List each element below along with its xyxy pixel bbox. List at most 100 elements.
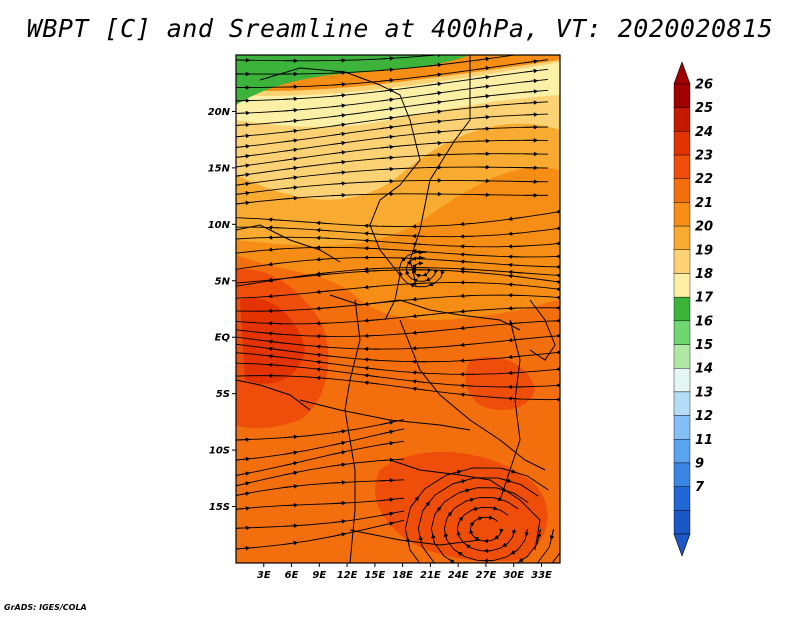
stream-arrow [401, 257, 407, 263]
stream-arrow [427, 90, 443, 96]
stream-arrow [474, 536, 480, 542]
stream-arrow [459, 342, 475, 348]
colorbar-label: 17 [695, 291, 714, 306]
lat-label: 5N [215, 276, 231, 287]
lon-label: 12E [337, 570, 358, 581]
colorbar: 26 25 24 23 22 21 20 19 18 17 16 15 14 13 12 11 9 7 [673, 61, 714, 557]
stream-arrow [476, 49, 488, 50]
colorbar-label: 24 [695, 125, 713, 140]
lat-label: 10S [209, 446, 230, 457]
stream-arrow [427, 81, 443, 87]
stream-arrow [379, 106, 395, 112]
colorbar-swatch [673, 83, 691, 108]
stream-arrow [236, 471, 251, 476]
stream-arrow [236, 122, 251, 128]
stream-arrow [379, 134, 395, 140]
stream-arrow [379, 78, 395, 83]
stream-arrow [331, 462, 347, 467]
stream-arrow [434, 506, 442, 515]
stream-arrow [363, 268, 379, 274]
stream-arrow [379, 125, 395, 130]
colorbar-swatch [673, 249, 691, 274]
stream-arrow [331, 93, 347, 98]
colorbar-label: 20 [695, 220, 713, 235]
stream-arrow [363, 318, 379, 323]
colorbar-swatch [673, 439, 691, 464]
stream-arrow [427, 72, 443, 77]
colorbar-label: 18 [695, 267, 713, 282]
stream-arrow [267, 346, 283, 352]
stream-arrow [511, 529, 517, 536]
stream-arrow [315, 344, 331, 349]
stream-arrow [425, 277, 431, 282]
stream-arrow [236, 481, 251, 487]
stream-arrow [331, 480, 347, 485]
stream-arrow [363, 380, 379, 385]
stream-arrow [236, 110, 251, 116]
stream-arrow [406, 260, 412, 266]
stream-arrow [283, 107, 299, 113]
stream-arrow [267, 339, 283, 344]
stream-arrow [493, 535, 499, 540]
stream-arrow [496, 487, 508, 492]
stream-arrow [379, 88, 395, 93]
streamline [405, 257, 437, 282]
stream-arrow [433, 269, 439, 275]
stream-arrow [267, 261, 283, 267]
stream-arrow [379, 115, 395, 121]
stream-arrow [475, 65, 491, 71]
stream-arrow [283, 540, 299, 546]
stream-arrow [267, 362, 283, 368]
stream-arrow [315, 257, 331, 262]
lat-label: 10N [208, 220, 231, 231]
stream-arrow [331, 113, 347, 118]
lon-label: 30E [503, 570, 524, 581]
stream-arrow [405, 269, 410, 275]
colorbar-label: 23 [695, 149, 713, 164]
stream-arrow [411, 370, 427, 375]
stream-arrow [524, 43, 536, 45]
stream-arrow [459, 221, 475, 227]
stream-arrow [331, 519, 347, 524]
stream-arrow [469, 521, 475, 527]
colorbar-label: 9 [695, 456, 704, 471]
stream-arrow [283, 434, 299, 440]
latitude-axis: 20N 15N 10N 5N EQ 5S 10S 15S [208, 107, 236, 513]
stream-arrow [459, 252, 475, 257]
colorbar-label: 22 [695, 172, 713, 187]
colorbar-swatch [673, 415, 691, 440]
colorbar-swatch [673, 368, 691, 393]
stream-arrow [267, 331, 283, 336]
stream-arrow [459, 309, 475, 314]
stream-arrow [315, 289, 331, 295]
stream-arrow [331, 82, 347, 87]
colorbar-label: 13 [695, 385, 713, 400]
stream-arrow [283, 502, 299, 508]
stream-arrow [440, 269, 445, 276]
stream-arrow [459, 293, 475, 299]
stream-arrow [427, 129, 443, 135]
stream-arrow [331, 159, 347, 165]
streamline [236, 519, 405, 550]
stream-arrow [459, 383, 475, 388]
colorbar-label: 12 [695, 409, 713, 424]
border-line [236, 224, 341, 263]
stream-arrow [459, 358, 475, 363]
stream-arrow [379, 478, 395, 483]
stream-arrow [379, 497, 395, 502]
stream-arrow [379, 144, 395, 150]
stream-arrow [493, 496, 503, 502]
stream-arrow [549, 529, 555, 541]
stream-arrow [267, 277, 283, 283]
stream-arrow [283, 450, 299, 455]
stream-arrow [379, 511, 395, 517]
stream-arrow [236, 163, 251, 168]
stream-arrow [471, 507, 479, 512]
stream-arrow [267, 247, 283, 252]
colorbar-swatch [673, 273, 691, 298]
map-frame [235, 54, 561, 564]
border-line [259, 67, 421, 321]
border-line [299, 399, 471, 431]
stream-arrow [524, 529, 529, 537]
stream-arrow [236, 181, 251, 187]
